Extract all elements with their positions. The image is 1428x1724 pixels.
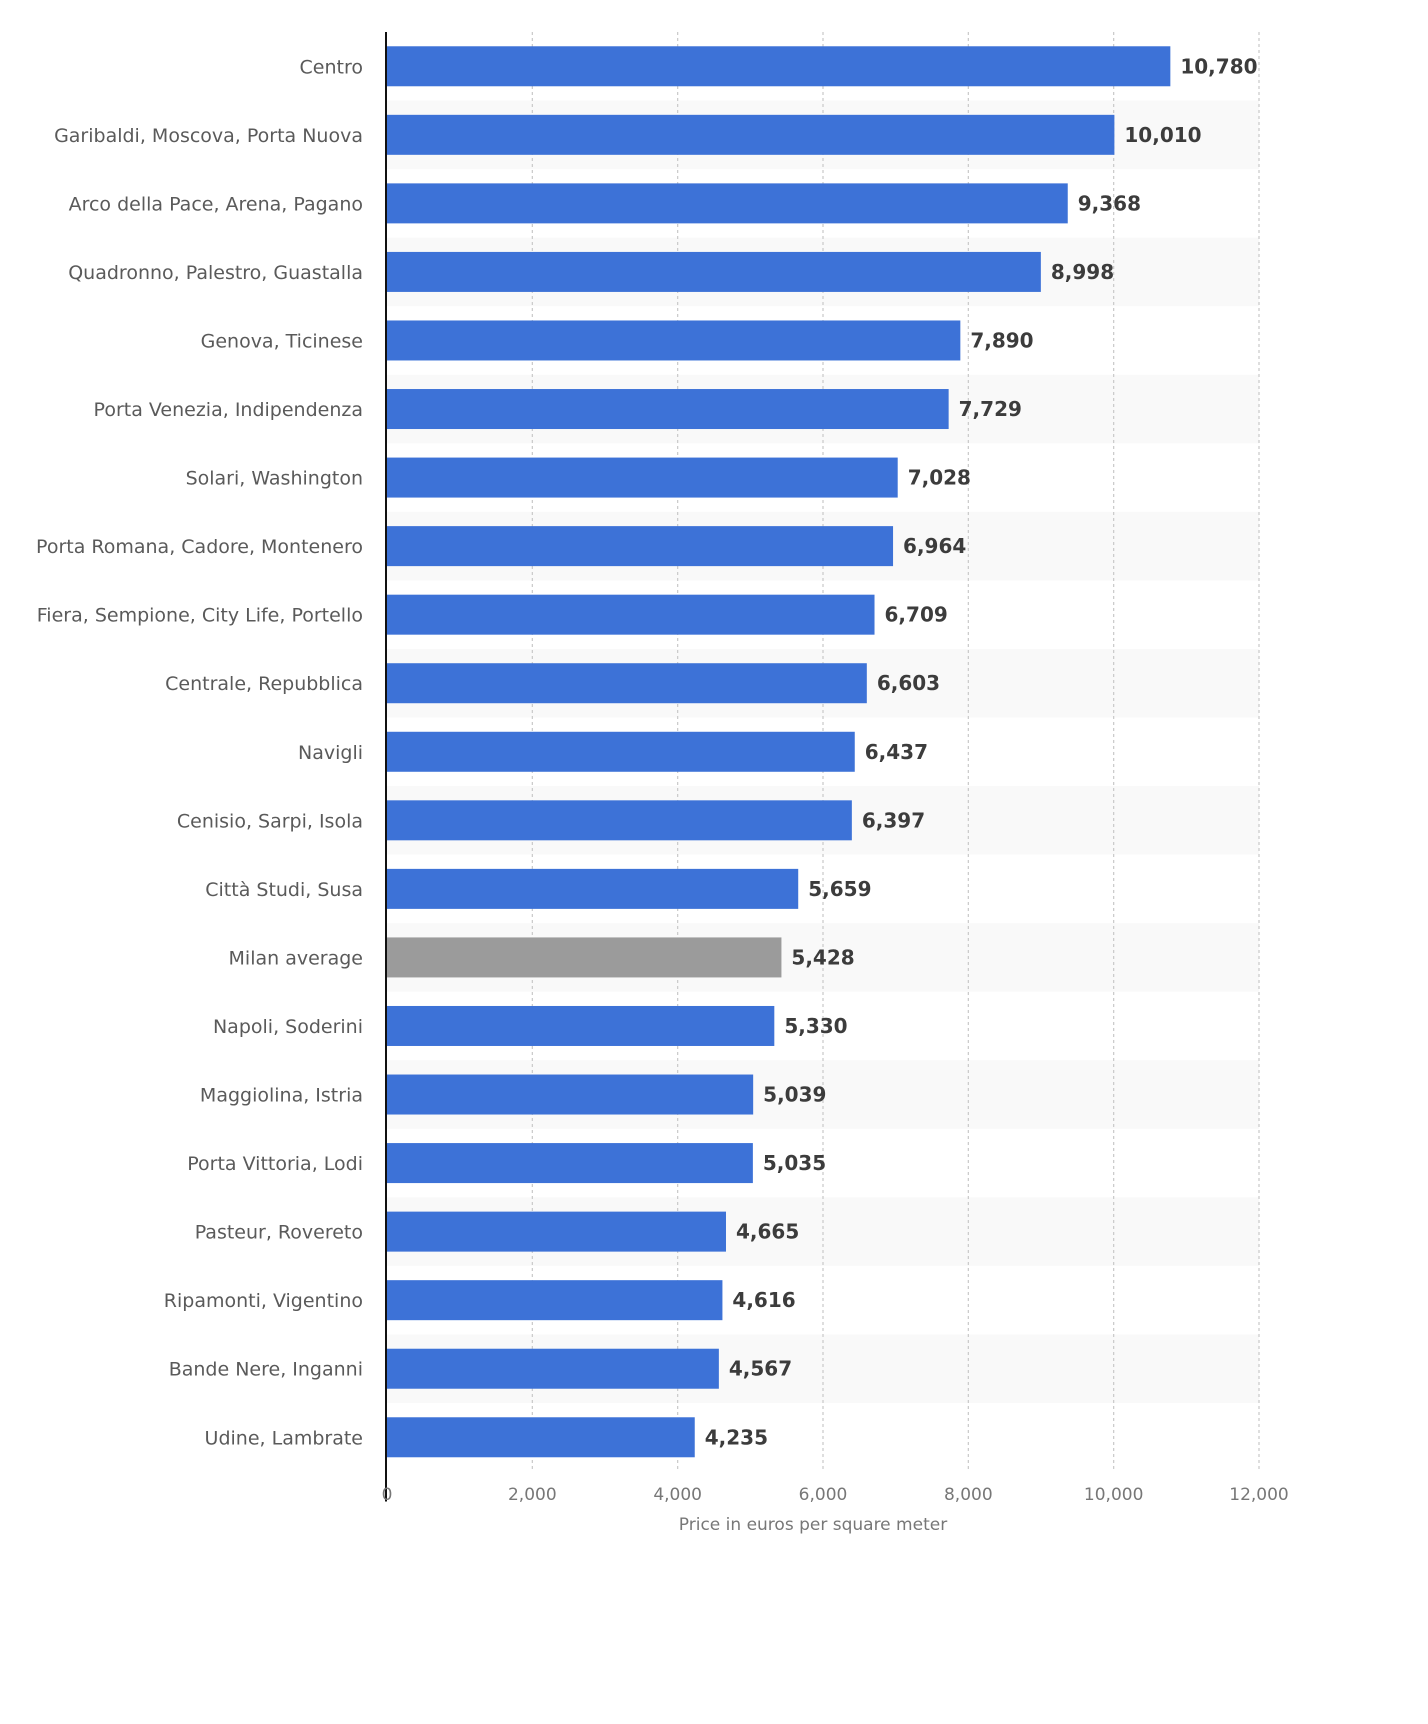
x-tick-label: 2,000 — [508, 1485, 557, 1505]
value-label: 4,235 — [705, 1425, 768, 1449]
value-label: 5,659 — [808, 877, 871, 901]
bar[interactable] — [387, 1417, 695, 1458]
value-label: 5,039 — [763, 1083, 826, 1107]
value-label: 5,035 — [763, 1151, 826, 1175]
category-label: Cenisio, Sarpi, Isola — [177, 810, 363, 832]
bar[interactable] — [387, 1005, 775, 1046]
bar[interactable] — [387, 868, 799, 909]
value-label: 7,729 — [959, 397, 1022, 421]
category-label: Ripamonti, Vigentino — [164, 1290, 363, 1312]
value-label: 4,665 — [736, 1220, 799, 1244]
category-label: Arco della Pace, Arena, Pagano — [69, 193, 363, 215]
value-label: 4,616 — [732, 1288, 795, 1312]
category-label: Milan average — [229, 947, 363, 969]
bars — [387, 46, 1171, 1458]
category-label: Navigli — [298, 742, 363, 764]
value-label: 7,028 — [908, 466, 971, 490]
category-label: Centrale, Repubblica — [165, 673, 363, 695]
bar[interactable] — [387, 320, 961, 361]
value-label: 6,397 — [862, 808, 925, 832]
category-label: Udine, Lambrate — [205, 1427, 363, 1449]
value-label: 6,709 — [885, 603, 948, 627]
value-label: 5,428 — [791, 945, 854, 969]
bar[interactable] — [387, 1143, 753, 1184]
bar[interactable] — [387, 457, 898, 498]
bar[interactable] — [387, 1280, 723, 1321]
category-label: Napoli, Soderini — [213, 1016, 363, 1038]
category-label: Porta Romana, Cadore, Montenero — [36, 536, 363, 558]
category-label: Fiera, Sempione, City Life, Portello — [37, 605, 363, 627]
value-label: 6,964 — [903, 534, 966, 558]
bar[interactable] — [387, 46, 1171, 87]
bar[interactable] — [387, 183, 1068, 224]
value-labels: 10,780 10,010 9,368 8,998 7,890 7,729 7,028 6,9… — [705, 54, 1258, 1449]
x-tick-label: 12,000 — [1229, 1485, 1288, 1505]
bar[interactable] — [387, 800, 852, 841]
category-label: Bande Nere, Inganni — [169, 1359, 363, 1381]
bar[interactable] — [387, 1211, 726, 1252]
category-label: Città Studi, Susa — [205, 879, 363, 901]
x-tick-label: 8,000 — [944, 1485, 993, 1505]
x-tick-label: 0 — [382, 1485, 393, 1505]
x-axis-ticks: 0 2,000 4,000 6,000 8,000 10,000 12,000 — [382, 1485, 1289, 1505]
category-label: Centro — [300, 56, 363, 78]
bar[interactable] — [387, 731, 855, 772]
bar[interactable] — [387, 1074, 754, 1115]
value-label: 10,010 — [1124, 123, 1201, 147]
category-label: Quadronno, Palestro, Guastalla — [68, 262, 363, 284]
bar[interactable] — [387, 389, 949, 430]
x-tick-label: 10,000 — [1084, 1485, 1143, 1505]
bar-highlight[interactable] — [387, 937, 782, 978]
x-tick-label: 4,000 — [653, 1485, 702, 1505]
category-label: Porta Venezia, Indipendenza — [94, 399, 363, 421]
category-label: Garibaldi, Moscova, Porta Nuova — [54, 125, 363, 147]
category-label: Solari, Washington — [186, 468, 363, 490]
category-label: Maggiolina, Istria — [200, 1085, 363, 1107]
bar[interactable] — [387, 251, 1041, 292]
category-label: Genova, Ticinese — [201, 330, 363, 352]
value-label: 6,603 — [877, 671, 940, 695]
category-labels: Centro Garibaldi, Moscova, Porta Nuova Arc… — [36, 56, 363, 1449]
value-label: 6,437 — [865, 740, 928, 764]
category-label: Pasteur, Rovereto — [195, 1222, 363, 1244]
value-label: 7,890 — [970, 328, 1033, 352]
bar[interactable] — [387, 1348, 719, 1389]
bar[interactable] — [387, 114, 1115, 155]
bar[interactable] — [387, 663, 867, 704]
value-label: 9,368 — [1078, 191, 1141, 215]
category-label: Porta Vittoria, Lodi — [187, 1153, 363, 1175]
value-label: 5,330 — [784, 1014, 847, 1038]
bar[interactable] — [387, 594, 875, 635]
value-label: 10,780 — [1180, 54, 1257, 78]
value-label: 4,567 — [729, 1357, 792, 1381]
value-label: 8,998 — [1051, 260, 1114, 284]
x-tick-label: 6,000 — [799, 1485, 848, 1505]
x-axis-title: Price in euros per square meter — [679, 1515, 947, 1535]
bar[interactable] — [387, 526, 894, 567]
